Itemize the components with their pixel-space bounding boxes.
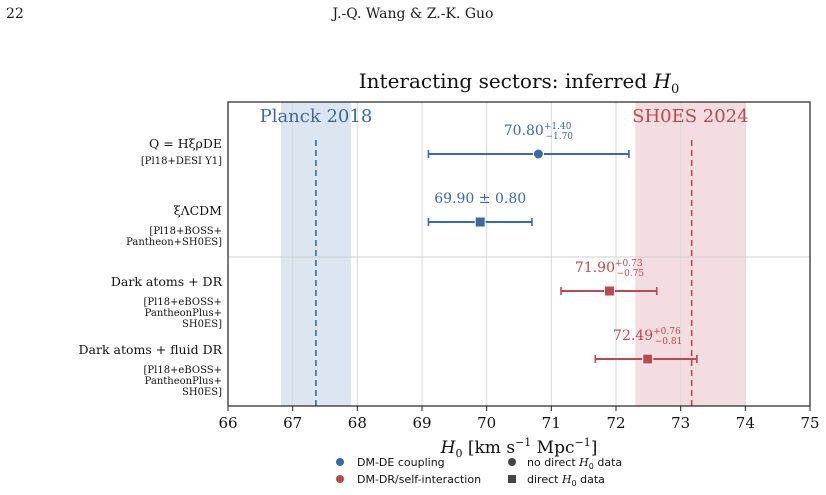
band-label-planck: Planck 2018 — [260, 106, 373, 127]
band-label-shoes: SH0ES 2024 — [632, 106, 748, 127]
row-label-dataset: [Pl18+eBOSS+ — [144, 365, 223, 376]
legend-swatch — [336, 475, 344, 483]
data-point — [642, 353, 654, 365]
legend-label: DM-DE coupling — [357, 456, 445, 469]
plot-frame — [227, 101, 811, 407]
x-tick-label: 69 — [412, 414, 431, 432]
row-label-dataset: PantheonPlus+ — [145, 308, 222, 319]
x-axis-label: H0 [km s−1 Mpc−1] — [440, 436, 598, 460]
value-label: 71.90+0.73 −0.75 — [575, 259, 645, 279]
chart-title: Interacting sectors: inferred H0 — [359, 69, 679, 97]
legend-label: DM-DR/self-interaction — [357, 473, 481, 486]
legend-swatch — [508, 475, 516, 483]
x-tick-label: 72 — [606, 414, 625, 432]
x-tick-label: 71 — [542, 414, 561, 432]
legend-label: no direct H0 data — [527, 456, 622, 471]
data-point — [604, 285, 616, 297]
value-label: 70.80+1.40 −1.70 — [504, 122, 574, 142]
value-label: 69.90 ± 0.80 — [434, 191, 526, 207]
x-tick-label: 68 — [348, 414, 367, 432]
x-tick-label: 66 — [218, 414, 237, 432]
row-label-dataset: [Pl18+eBOSS+ — [144, 297, 223, 308]
x-tick-label: 67 — [283, 414, 302, 432]
data-point — [474, 216, 486, 228]
legend-swatch — [336, 458, 344, 466]
row-label-dataset: SH0ES] — [182, 319, 222, 330]
x-tick-label: 74 — [736, 414, 755, 432]
running-head: J.-Q. Wang & Z.-K. Guo — [332, 6, 494, 22]
x-tick-label: 75 — [800, 414, 819, 432]
x-tick-label: 70 — [477, 414, 496, 432]
value-label: 72.49+0.76 −0.81 — [613, 327, 682, 347]
row-label-model: ξΛCDM — [174, 203, 222, 218]
legend-label: direct H0 data — [527, 473, 605, 488]
row-label-dataset: [Pl18+DESI Y1] — [141, 156, 222, 167]
row-label-dataset: SH0ES] — [182, 387, 222, 398]
row-label-model: Dark atoms + fluid DR — [79, 342, 223, 357]
band-shoes — [635, 102, 746, 406]
page-number: 22 — [6, 6, 24, 22]
row-label-model: Q = HξρDE — [149, 136, 222, 151]
row-label-dataset: Pantheon+SH0ES] — [126, 237, 222, 248]
row-label-dataset: [Pl18+BOSS+ — [149, 226, 222, 237]
x-tick-label: 73 — [671, 414, 690, 432]
legend-swatch — [508, 458, 516, 466]
data-point — [532, 148, 544, 160]
row-label-model: Dark atoms + DR — [111, 274, 223, 289]
row-label-dataset: PantheonPlus+ — [145, 376, 222, 387]
